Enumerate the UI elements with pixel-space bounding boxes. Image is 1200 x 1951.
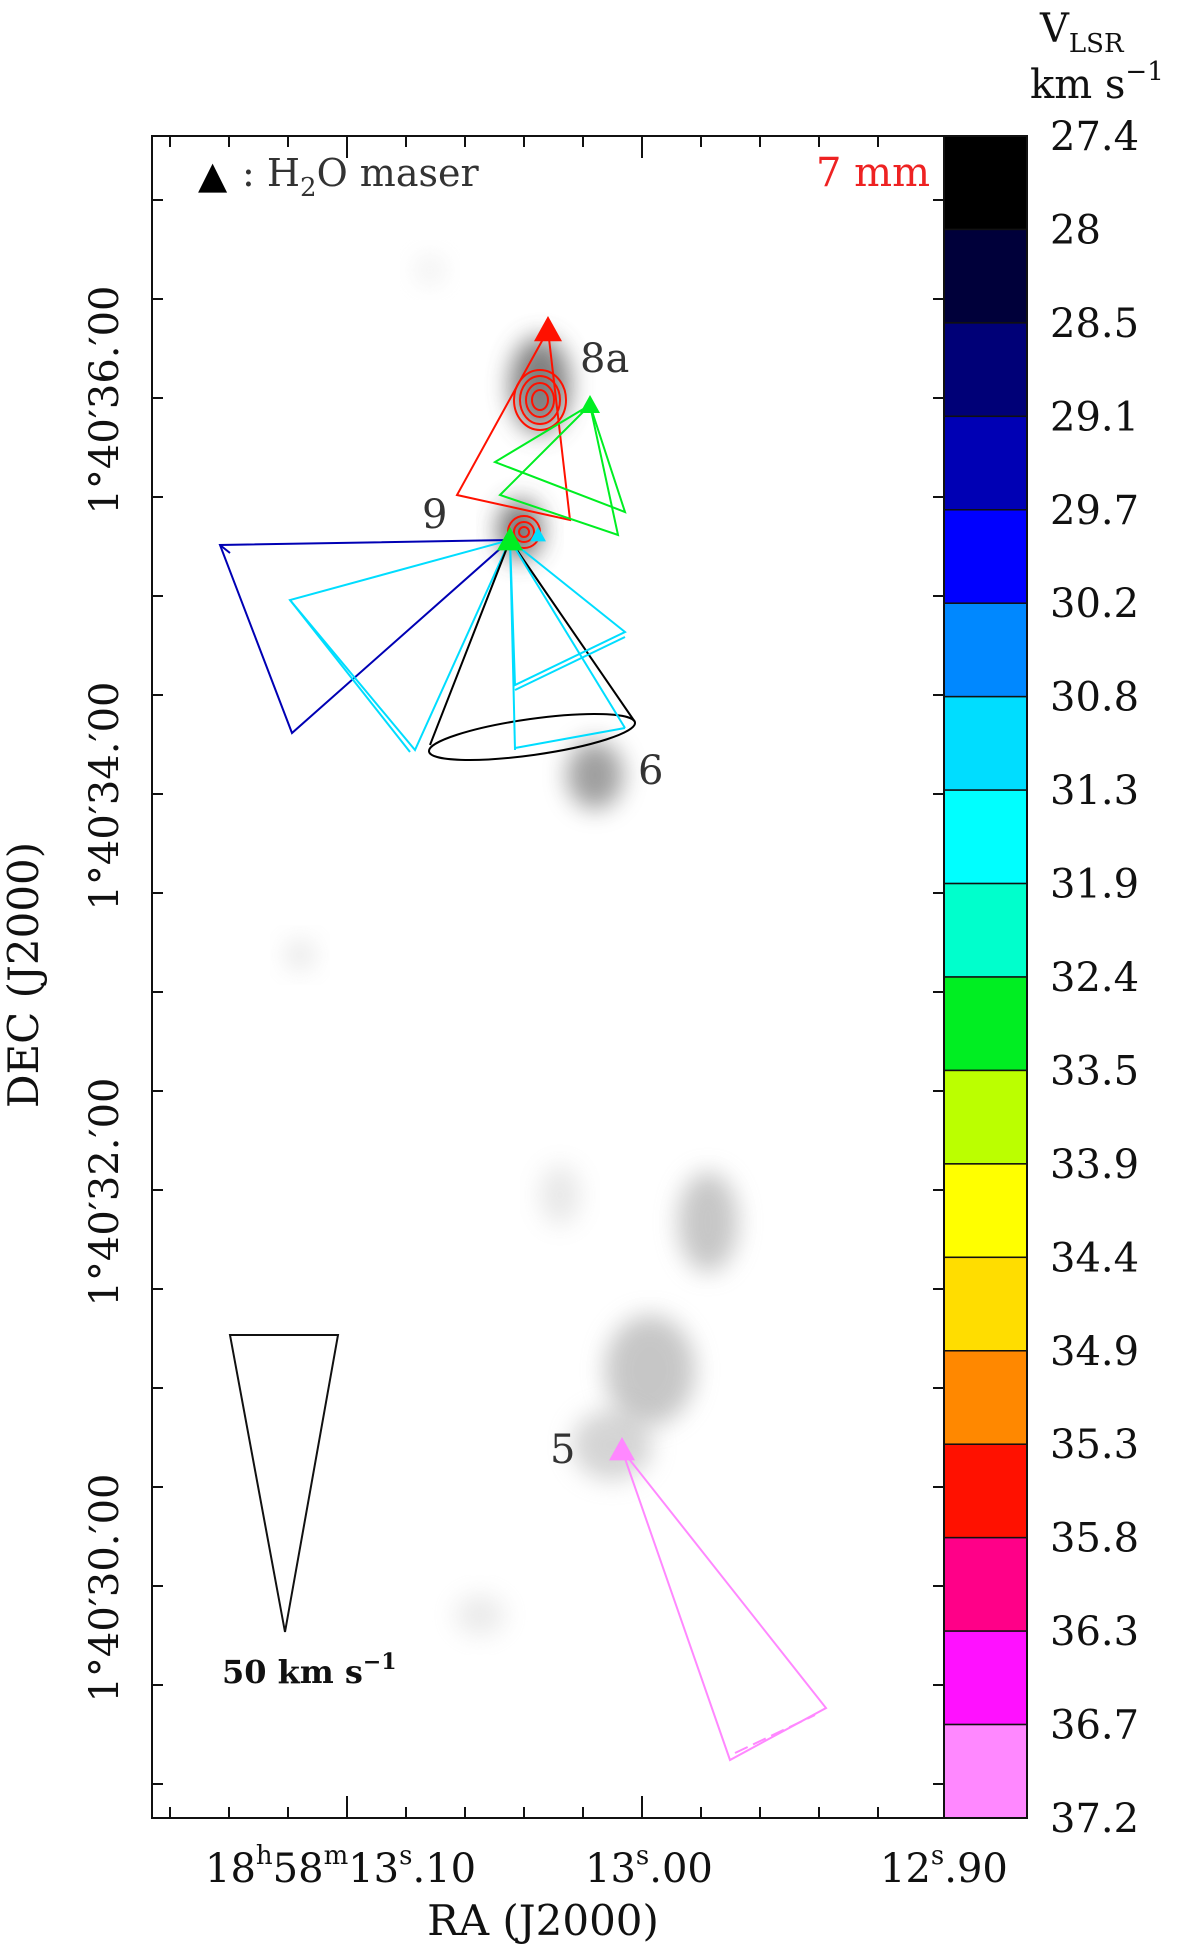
outflow-cone-black-right — [509, 539, 636, 723]
legend-text: : H2O maser — [242, 151, 479, 203]
colorbar-tick-label-4: 29.1 — [1050, 394, 1139, 440]
colorbar-swatch-11 — [943, 1069, 1028, 1165]
x-tick-label-3: 12s.90 — [880, 1841, 1008, 1892]
scale-bar-label: 50 km s−1 — [222, 1649, 397, 1691]
legend-triangle-icon: ▲ — [198, 153, 228, 197]
source-label-4: 5 — [550, 1427, 575, 1473]
source-label-3: 6 — [638, 748, 663, 794]
colorbar-swatch-4 — [943, 415, 1028, 511]
maser-triangle-icon-1 — [534, 316, 562, 342]
outflow-cone-green-2 — [498, 402, 620, 537]
colorbar-swatch-13 — [943, 1256, 1028, 1352]
colorbar-swatch-12 — [943, 1163, 1028, 1259]
x-axis-label: RA (J2000) — [427, 1896, 659, 1945]
colorbar-tick-label-14: 34.9 — [1050, 1329, 1139, 1375]
outflow-cone-blue-rim — [219, 544, 231, 554]
legend-h: H — [267, 151, 300, 195]
source-label-1: 8a — [580, 336, 629, 382]
y-tick-label-3: 1°40′32.′00 — [82, 1077, 128, 1306]
y-axis-label: DEC (J2000) — [0, 842, 48, 1108]
colorbar-swatch-9 — [943, 882, 1028, 978]
outflow-cone-cyan-1-rim — [289, 599, 411, 753]
y-tick-label-1: 1°40′36.′00 — [82, 285, 128, 514]
colorbar-swatch-3 — [943, 322, 1028, 418]
colorbar-swatch-1 — [943, 135, 1028, 231]
outflow-cone-cyan-1 — [288, 538, 512, 752]
x-tick-label-1: 18h58m13s.10 — [205, 1841, 476, 1892]
outflow-cone-green-1 — [492, 403, 627, 514]
outflow-cone-pink-dash — [734, 1714, 816, 1754]
colorbar-unit: km s−1 — [1030, 57, 1164, 108]
outflow-cone-black-base — [427, 713, 637, 761]
outflow-cone-black-left — [429, 539, 511, 746]
legend-tail: O maser — [317, 151, 480, 195]
colorbar-title: VLSR — [1039, 6, 1125, 59]
scale-bar-cone — [228, 1334, 340, 1633]
outflow-cone-blue — [218, 538, 513, 735]
outflow-cones — [218, 326, 828, 1762]
colorbar-swatch-10 — [943, 976, 1028, 1072]
legend-sub: 2 — [300, 173, 317, 203]
y-tick-label-4: 1°40′30.′00 — [82, 1473, 128, 1702]
colorbar-tick-label-1: 27.4 — [1050, 114, 1139, 160]
maser-triangle-icon-4 — [530, 527, 546, 542]
colorbar-tick-label-6: 30.2 — [1050, 581, 1139, 627]
outflow-cone-cyan-3-left — [509, 539, 516, 751]
colorbar-swatch-16 — [943, 1536, 1028, 1632]
colorbar-tick-label-17: 36.3 — [1050, 1609, 1139, 1655]
colorbar-swatch-8 — [943, 789, 1028, 885]
colorbar-swatch-15 — [943, 1443, 1028, 1539]
colorbar-frame — [943, 135, 1028, 1819]
legend-prefix: : — [242, 151, 267, 195]
colorbar-tick-label-10: 32.4 — [1050, 955, 1139, 1001]
legend: ▲ : H2O maser — [198, 151, 479, 203]
continuum-emission — [285, 255, 738, 1635]
colorbar-tick-label-19: 37.2 — [1050, 1796, 1139, 1842]
colorbar-swatch-17 — [943, 1630, 1028, 1726]
band-label: 7 mm — [816, 150, 930, 196]
colorbar-tick-label-3: 28.5 — [1050, 301, 1139, 347]
colorbar-swatch-2 — [943, 228, 1028, 324]
y-tick-label-2: 1°40′34.′00 — [82, 681, 128, 910]
x-tick-label-2: 13s.00 — [585, 1841, 713, 1892]
colorbar-tick-label-9: 31.9 — [1050, 862, 1139, 908]
colorbar-swatch-18 — [943, 1723, 1028, 1819]
source-labels: 8a 9 6 5 — [422, 336, 663, 1473]
colorbar-tick-label-13: 34.4 — [1050, 1235, 1139, 1281]
colorbar-tick-label-8: 31.3 — [1050, 768, 1139, 814]
colorbar-tick-label-2: 28 — [1050, 207, 1101, 253]
contours-7mm — [507, 369, 567, 549]
colorbar-tick-label-15: 35.3 — [1050, 1422, 1139, 1468]
colorbar-swatch-14 — [943, 1350, 1028, 1445]
colorbar-tick-label-7: 30.8 — [1050, 675, 1139, 721]
colorbar: 27.4 28 28.5 29.1 29.7 30.2 30.8 31.3 31.9 32.4 33… — [943, 114, 1139, 1842]
colorbar-swatch-5 — [943, 509, 1028, 604]
maser-triangle-icon-5 — [609, 1437, 635, 1461]
colorbar-tick-label-18: 36.7 — [1050, 1703, 1139, 1749]
colorbar-tick-label-16: 35.8 — [1050, 1516, 1139, 1562]
colorbar-swatch-7 — [943, 695, 1028, 791]
outflow-cone-red — [455, 326, 572, 522]
maser-markers — [497, 316, 635, 1461]
outflow-cone-cyan-2 — [508, 537, 627, 687]
maser-triangle-icon-3 — [497, 527, 523, 551]
colorbar-tick-label-12: 33.9 — [1050, 1142, 1139, 1188]
colorbar-swatch-6 — [943, 602, 1028, 698]
colorbar-tick-label-11: 33.5 — [1050, 1048, 1139, 1094]
outflow-cone-pink — [621, 1449, 828, 1762]
outflow-cone-cyan-3-base — [514, 727, 626, 749]
outflow-cone-cyan-3-right — [509, 539, 626, 729]
outflow-cone-cyan-2-rim — [514, 636, 626, 691]
source-label-2: 9 — [422, 492, 447, 538]
maser-triangle-icon-2 — [580, 395, 600, 413]
colorbar-tick-label-5: 29.7 — [1050, 488, 1139, 534]
